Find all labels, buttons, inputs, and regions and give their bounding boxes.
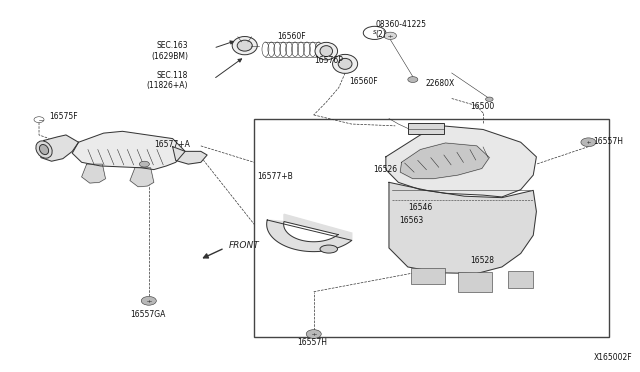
- Text: 16526: 16526: [373, 165, 397, 174]
- Polygon shape: [400, 143, 490, 179]
- Text: 16575F: 16575F: [49, 112, 77, 121]
- Text: FRONT: FRONT: [229, 241, 260, 250]
- Text: 16560F: 16560F: [349, 77, 378, 86]
- Circle shape: [140, 161, 149, 167]
- Circle shape: [486, 97, 493, 102]
- Circle shape: [364, 26, 386, 39]
- Bar: [254, 119, 609, 337]
- Ellipse shape: [40, 144, 49, 155]
- Polygon shape: [173, 147, 207, 164]
- Circle shape: [306, 330, 321, 339]
- Bar: [458, 272, 493, 292]
- Text: X165002F: X165002F: [594, 353, 632, 362]
- Ellipse shape: [338, 58, 352, 69]
- Text: S: S: [373, 31, 376, 35]
- Bar: [408, 122, 444, 134]
- Text: SEC.163
(1629BM): SEC.163 (1629BM): [151, 41, 188, 61]
- Text: 22680X: 22680X: [426, 80, 454, 89]
- Polygon shape: [82, 164, 106, 183]
- Ellipse shape: [333, 54, 358, 73]
- Bar: [411, 268, 445, 285]
- Circle shape: [408, 77, 418, 83]
- Circle shape: [141, 296, 156, 305]
- Circle shape: [34, 117, 44, 122]
- Text: 16557H: 16557H: [593, 137, 623, 146]
- Text: 16546: 16546: [408, 203, 432, 212]
- Text: 08360-41225
(2): 08360-41225 (2): [375, 20, 426, 39]
- Text: 16577+B: 16577+B: [257, 172, 293, 182]
- Text: 16557H: 16557H: [298, 338, 328, 347]
- Polygon shape: [72, 131, 185, 170]
- Polygon shape: [130, 168, 154, 187]
- Text: SEC.118
(11826+A): SEC.118 (11826+A): [147, 71, 188, 90]
- Ellipse shape: [320, 245, 337, 253]
- Ellipse shape: [320, 46, 333, 57]
- Text: 16576P: 16576P: [314, 56, 342, 65]
- Ellipse shape: [237, 40, 252, 51]
- Text: 16528: 16528: [470, 256, 495, 265]
- Polygon shape: [267, 214, 352, 251]
- Text: 16563: 16563: [399, 216, 424, 225]
- Text: 16560F: 16560F: [277, 32, 306, 41]
- Text: 16577+A: 16577+A: [154, 140, 189, 148]
- Circle shape: [384, 32, 397, 39]
- Bar: [508, 270, 533, 288]
- Ellipse shape: [232, 36, 257, 55]
- Circle shape: [581, 138, 596, 147]
- Polygon shape: [389, 182, 536, 273]
- Text: 16500: 16500: [470, 102, 495, 111]
- Text: 16557GA: 16557GA: [130, 310, 165, 319]
- Polygon shape: [41, 135, 79, 161]
- Polygon shape: [386, 126, 536, 197]
- Ellipse shape: [315, 42, 337, 60]
- Ellipse shape: [36, 141, 52, 158]
